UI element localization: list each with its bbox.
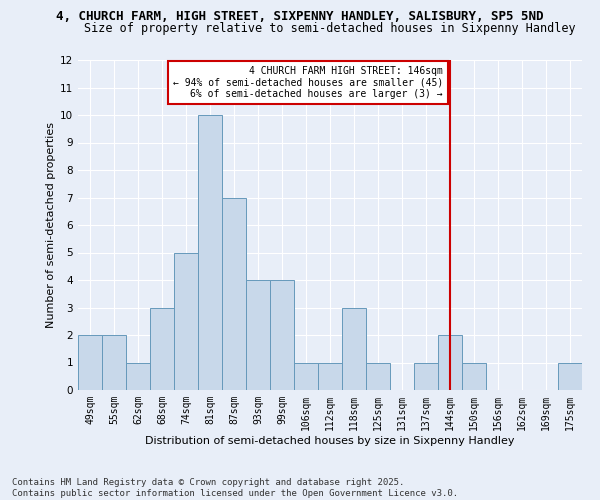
Text: 4 CHURCH FARM HIGH STREET: 146sqm
← 94% of semi-detached houses are smaller (45): 4 CHURCH FARM HIGH STREET: 146sqm ← 94% …: [173, 66, 443, 98]
Bar: [246, 280, 270, 390]
Bar: [150, 308, 174, 390]
Text: 4, CHURCH FARM, HIGH STREET, SIXPENNY HANDLEY, SALISBURY, SP5 5ND: 4, CHURCH FARM, HIGH STREET, SIXPENNY HA…: [56, 10, 544, 23]
Bar: [102, 335, 126, 390]
Bar: [438, 335, 462, 390]
Bar: [126, 362, 150, 390]
Text: Contains HM Land Registry data © Crown copyright and database right 2025.
Contai: Contains HM Land Registry data © Crown c…: [12, 478, 458, 498]
X-axis label: Distribution of semi-detached houses by size in Sixpenny Handley: Distribution of semi-detached houses by …: [145, 436, 515, 446]
Y-axis label: Number of semi-detached properties: Number of semi-detached properties: [46, 122, 56, 328]
Bar: [294, 362, 318, 390]
Title: Size of property relative to semi-detached houses in Sixpenny Handley: Size of property relative to semi-detach…: [84, 22, 576, 35]
Bar: [342, 308, 366, 390]
Bar: [558, 362, 582, 390]
Bar: [174, 252, 198, 390]
Bar: [414, 362, 438, 390]
Bar: [78, 335, 102, 390]
Bar: [462, 362, 486, 390]
Bar: [366, 362, 390, 390]
Bar: [270, 280, 294, 390]
Bar: [318, 362, 342, 390]
Bar: [198, 115, 222, 390]
Bar: [222, 198, 246, 390]
